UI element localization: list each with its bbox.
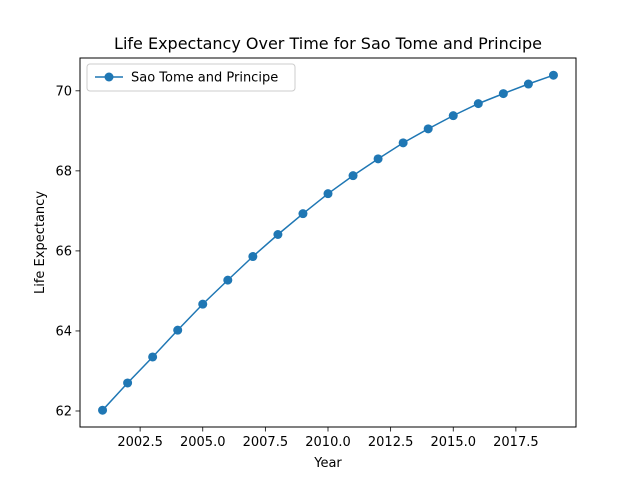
- x-tick-label: 2002.5: [117, 435, 163, 450]
- series-layer: [98, 70, 558, 415]
- data-point: [323, 189, 333, 199]
- data-point: [523, 79, 533, 89]
- data-point: [448, 111, 458, 121]
- data-point: [423, 124, 433, 134]
- data-point: [373, 154, 383, 164]
- plot-area: [80, 58, 576, 427]
- data-point: [473, 99, 483, 109]
- data-point: [398, 138, 408, 148]
- y-tick-label: 66: [55, 244, 72, 259]
- x-axis-label: Year: [313, 456, 342, 471]
- data-point: [548, 70, 558, 80]
- data-point: [273, 229, 283, 239]
- legend-entry-label: Sao Tome and Principe: [131, 71, 278, 86]
- y-tick-label: 70: [55, 84, 72, 99]
- data-point: [123, 378, 133, 388]
- y-tick-label: 62: [55, 404, 72, 419]
- legend: Sao Tome and Principe: [86, 63, 296, 92]
- data-point: [198, 299, 208, 309]
- x-tick-label: 2017.5: [493, 435, 539, 450]
- y-tick-label: 64: [55, 324, 72, 339]
- x-tick-label: 2010.0: [305, 435, 351, 450]
- x-tick-label: 2015.0: [431, 435, 477, 450]
- x-tick-label: 2007.5: [243, 435, 289, 450]
- x-tick-label: 2012.5: [368, 435, 414, 450]
- x-axis: 2002.5 2005.0 2007.5 2010.0 2012.5 2015.0 2017…: [117, 427, 539, 450]
- y-axis: 62 64 66 68 70: [55, 84, 80, 419]
- plot-frame: [79, 57, 577, 428]
- data-point: [348, 171, 358, 181]
- legend-marker-swatch: [104, 72, 114, 82]
- data-point: [148, 352, 158, 362]
- data-point: [98, 405, 108, 415]
- y-tick-label: 68: [55, 164, 72, 179]
- x-tick-label: 2005.0: [180, 435, 226, 450]
- data-point: [223, 275, 233, 285]
- data-point: [173, 325, 183, 335]
- data-point: [298, 209, 308, 219]
- legend-box: [86, 63, 296, 92]
- y-axis-label: Life Expectancy: [33, 191, 48, 294]
- data-point: [498, 89, 508, 99]
- data-point: [248, 252, 258, 262]
- chart-title: Life Expectancy Over Time for Sao Tome a…: [114, 34, 542, 53]
